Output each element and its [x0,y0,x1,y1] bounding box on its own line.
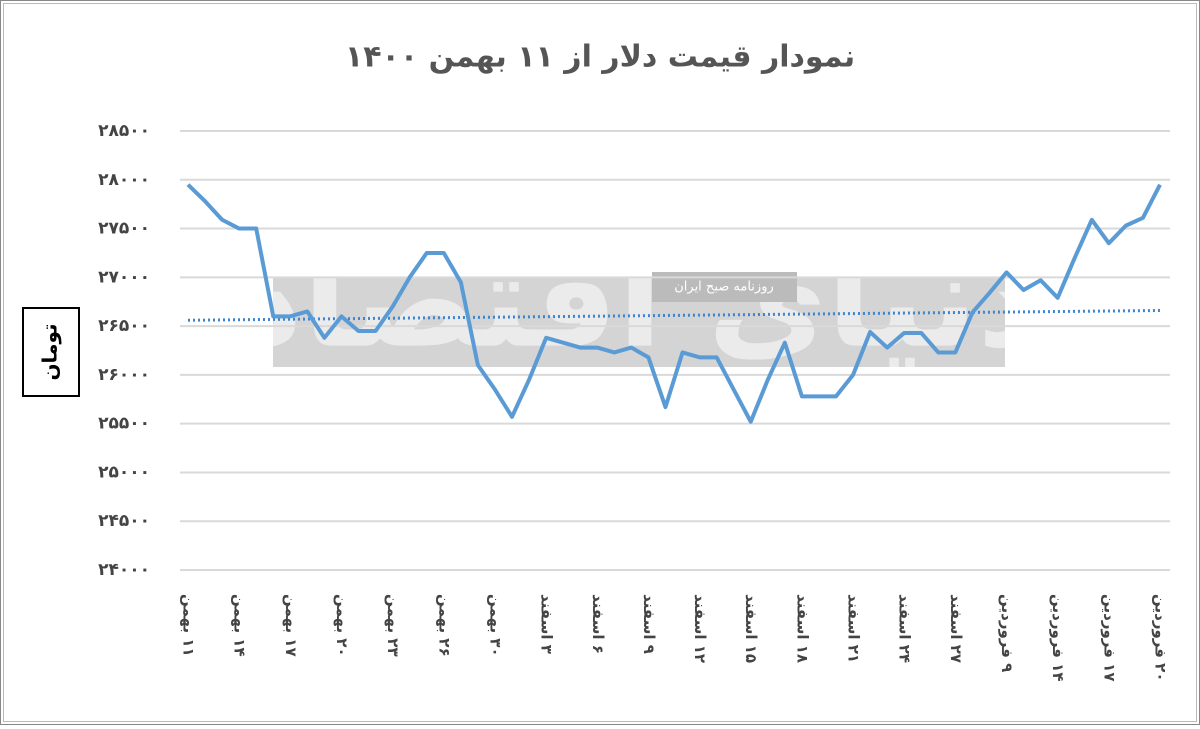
x-tick-label: ۲۱ اسفند [845,594,863,663]
x-tick-label: ۱۱ بهمن [180,594,198,657]
chart-title: نمودار قیمت دلار از ۱۱ بهمن ۱۴۰۰ [345,40,855,75]
y-tick-label: ۲۶۰۰۰ [98,365,150,385]
y-tick-label: ۲۵۰۰۰ [98,462,150,482]
x-tick-label: ۳۰ بهمن [486,594,504,657]
x-tick-label: ۲۷ اسفند [947,594,965,663]
x-tick-label: ۲۴ اسفند [896,594,914,663]
trendline [187,309,1161,322]
x-tick-label: ۳ اسفند [538,594,556,654]
y-tick-label: ۲۴۰۰۰ [98,560,150,580]
data-line [186,183,1162,424]
x-tick-label: ۲۰ بهمن [333,594,351,657]
x-tick-label: ۱۴ فروردین [1049,594,1067,681]
y-tick-label: ۲۷۰۰۰ [98,267,150,287]
y-label-box [22,307,80,397]
x-tick-label: ۱۵ اسفند [742,594,760,663]
y-tick-label: ۲۸۵۰۰ [98,121,150,141]
y-tick-label: ۲۶۵۰۰ [98,316,150,336]
x-tick-label: ۲۶ بهمن [435,594,453,657]
x-tick-label: ۱۸ اسفند [793,594,811,663]
x-tick-label: ۱۷ فروردین [1100,594,1118,681]
x-tick-label: ۱۴ بهمن [231,594,249,657]
x-tick-label: ۱۷ بهمن [282,594,300,657]
x-tick-label: ۹ فروردین [998,594,1016,672]
y-tick-label: ۲۵۵۰۰ [98,414,150,434]
x-tick-label: ۹ اسفند [640,594,658,654]
watermark-subtext: روزنامه صبح ایران [674,280,774,295]
y-tick-label: ۲۸۰۰۰ [98,170,150,190]
x-tick-label: ۱۲ اسفند [691,594,709,663]
x-tick-label: ۶ اسفند [589,594,607,654]
y-tick-label: ۲۴۵۰۰ [98,511,150,531]
x-tick-label: ۲۳ بهمن [384,594,402,657]
y-tick-label: ۲۷۵۰۰ [98,219,150,239]
y-axis-label: تومان [38,323,62,380]
inner-frame [3,3,1197,722]
x-tick-label: ۲۰ فروردین [1152,594,1170,681]
